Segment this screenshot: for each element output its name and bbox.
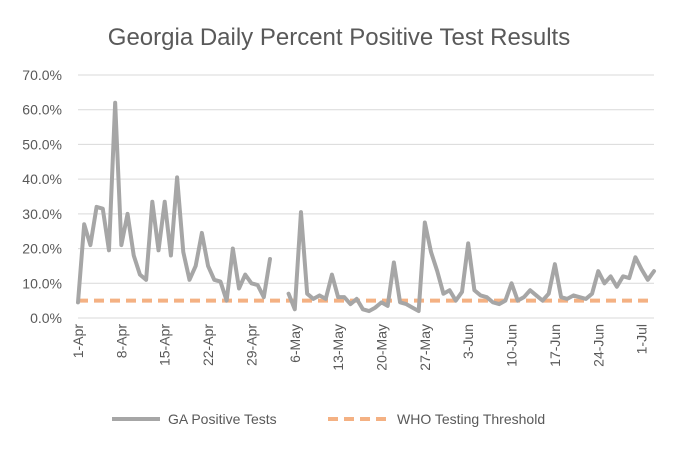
x-tick-label: 3-Jun	[460, 324, 476, 359]
y-axis-ticks: 0.0% 10.0% 20.0% 30.0% 40.0% 50.0% 60.0% 70.0%	[22, 67, 62, 326]
y-tick-label: 50.0%	[22, 136, 62, 152]
x-tick-label: 15-Apr	[157, 324, 173, 366]
x-tick-label: 10-Jun	[504, 324, 520, 367]
x-tick-label: 8-Apr	[113, 324, 129, 359]
x-tick-label: 13-May	[330, 324, 346, 371]
y-tick-label: 20.0%	[22, 241, 62, 257]
x-tick-label: 1-Jul	[634, 324, 650, 354]
legend-label-who-threshold: WHO Testing Threshold	[397, 411, 545, 427]
chart-title: Georgia Daily Percent Positive Test Resu…	[108, 24, 570, 51]
y-tick-label: 30.0%	[22, 206, 62, 222]
x-tick-label: 22-Apr	[200, 324, 216, 366]
x-tick-label: 6-May	[287, 324, 303, 363]
y-tick-label: 0.0%	[30, 310, 62, 326]
x-tick-label: 1-Apr	[70, 324, 86, 359]
y-tick-label: 40.0%	[22, 171, 62, 187]
x-tick-label: 24-Jun	[590, 324, 606, 367]
legend: GA Positive Tests WHO Testing Threshold	[112, 411, 545, 427]
legend-label-ga-positive-tests: GA Positive Tests	[168, 411, 277, 427]
x-axis-ticks: 1-Apr 8-Apr 15-Apr 22-Apr 29-Apr 6-May 13-May 2…	[70, 324, 650, 371]
x-tick-label: 17-Jun	[547, 324, 563, 367]
gridlines	[78, 74, 654, 319]
y-tick-label: 60.0%	[22, 102, 62, 118]
y-tick-label: 70.0%	[22, 67, 62, 83]
y-tick-label: 10.0%	[22, 275, 62, 291]
x-tick-label: 29-Apr	[243, 324, 259, 366]
series-line-ga-positive-tests	[76, 100, 656, 314]
series-layer	[76, 100, 656, 314]
x-tick-label: 27-May	[417, 324, 433, 371]
x-tick-label: 20-May	[373, 324, 389, 371]
